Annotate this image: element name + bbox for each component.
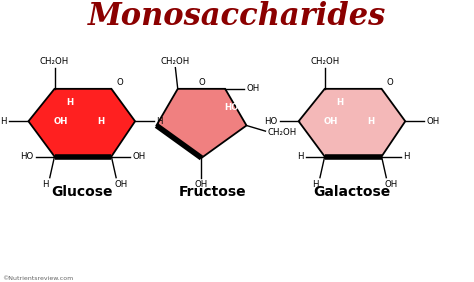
Text: OH: OH [114, 180, 128, 190]
Text: O: O [116, 78, 123, 87]
Text: H: H [0, 117, 7, 126]
Text: CH₂OH: CH₂OH [40, 57, 69, 66]
Text: H: H [403, 152, 410, 161]
Text: OH: OH [195, 180, 208, 189]
Text: Glucose: Glucose [51, 185, 112, 199]
Text: Fructose: Fructose [178, 185, 246, 199]
Text: OH: OH [427, 117, 440, 126]
Text: H: H [42, 180, 48, 190]
Text: OH: OH [246, 84, 260, 93]
Text: H: H [156, 117, 163, 126]
Text: H: H [97, 118, 104, 126]
Text: CH₂OH: CH₂OH [310, 57, 339, 66]
Text: H: H [367, 118, 374, 126]
Text: Monosaccharides: Monosaccharides [88, 1, 386, 32]
Text: H: H [66, 98, 73, 107]
Text: CH₂OH: CH₂OH [161, 57, 190, 66]
Text: H: H [297, 152, 303, 161]
Text: HO: HO [264, 117, 277, 126]
Text: H: H [337, 98, 344, 107]
Text: OH: OH [384, 180, 398, 190]
Text: OH: OH [133, 152, 146, 161]
Text: O: O [386, 78, 393, 87]
Text: ©Nutrientsreview.com: ©Nutrientsreview.com [2, 276, 73, 281]
Text: HO: HO [224, 103, 238, 112]
Polygon shape [299, 89, 405, 157]
Text: Galactose: Galactose [313, 185, 391, 199]
Text: CH₂OH: CH₂OH [268, 128, 297, 137]
Polygon shape [156, 89, 246, 158]
Text: OH: OH [53, 118, 68, 126]
Polygon shape [28, 89, 135, 157]
Text: HO: HO [20, 152, 33, 161]
Text: H: H [312, 180, 319, 190]
Text: OH: OH [323, 118, 338, 126]
Text: O: O [198, 78, 205, 87]
